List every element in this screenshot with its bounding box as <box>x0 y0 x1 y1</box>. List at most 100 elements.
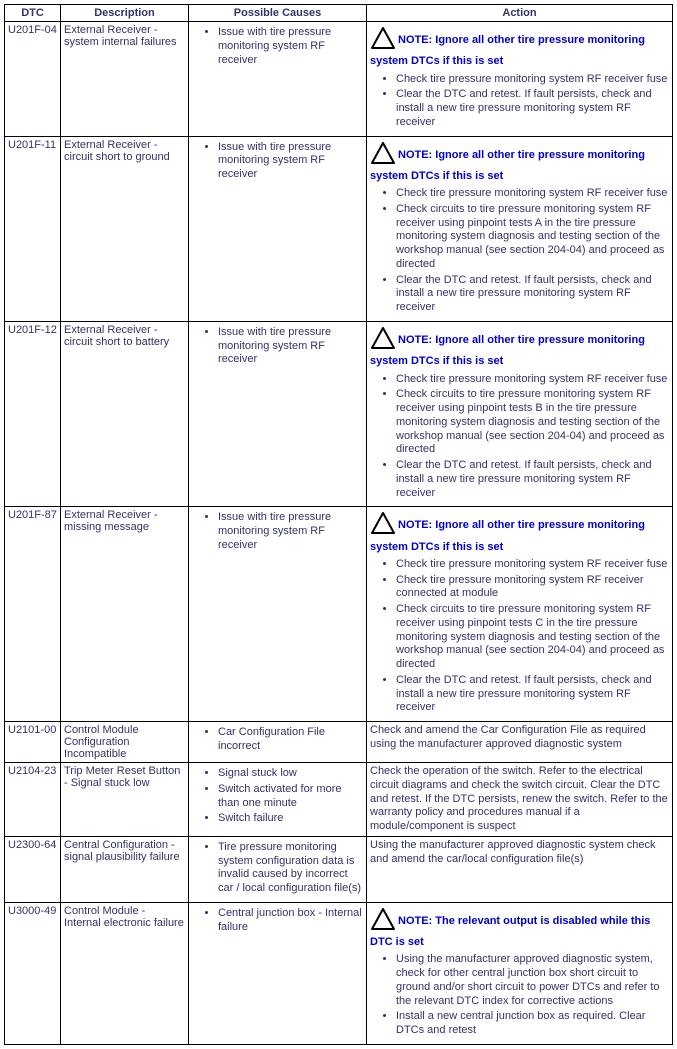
dtc-description: Trip Meter Reset Button - Signal stuck l… <box>61 763 189 837</box>
warning-triangle-icon <box>370 141 396 169</box>
dtc-code: U201F-12 <box>5 321 61 506</box>
cause-item: Issue with tire pressure monitoring syst… <box>218 511 363 552</box>
action-item: Install a new central junction box as re… <box>396 1010 669 1038</box>
header-description: Description <box>61 5 189 22</box>
dtc-description: External Receiver - missing message <box>61 507 189 722</box>
causes-list: Signal stuck low Switch activated for mor… <box>192 767 363 826</box>
note-text: NOTE: Ignore all other tire pressure mon… <box>370 149 645 182</box>
header-row: DTC Description Possible Causes Action <box>5 5 673 22</box>
action-item: Using the manufacturer approved diagnost… <box>396 953 669 1008</box>
dtc-code: U2104-23 <box>5 763 61 837</box>
dtc-description: External Receiver - system internal fail… <box>61 22 189 137</box>
causes-list: Issue with tire pressure monitoring syst… <box>192 511 363 552</box>
note-block: NOTE: Ignore all other tire pressure mon… <box>370 511 669 554</box>
note-block: NOTE: The relevant output is disabled wh… <box>370 907 669 950</box>
action-cell: NOTE: Ignore all other tire pressure mon… <box>367 22 673 137</box>
table-row: U201F-12External Receiver - circuit shor… <box>5 321 673 506</box>
actions-list: Using the manufacturer approved diagnost… <box>370 953 669 1038</box>
possible-causes: Issue with tire pressure monitoring syst… <box>189 507 367 722</box>
cause-item: Switch failure <box>218 812 363 826</box>
causes-list: Car Configuration File incorrect <box>192 726 363 754</box>
dtc-description: External Receiver - circuit short to gro… <box>61 136 189 321</box>
possible-causes: Issue with tire pressure monitoring syst… <box>189 136 367 321</box>
action-cell: Using the manufacturer approved diagnost… <box>367 836 673 902</box>
table-row: U2101-00Control Module Configuration Inc… <box>5 722 673 763</box>
note-text: NOTE: Ignore all other tire pressure mon… <box>370 34 645 67</box>
table-row: U201F-04External Receiver - system inter… <box>5 22 673 137</box>
note-block: NOTE: Ignore all other tire pressure mon… <box>370 326 669 369</box>
dtc-code: U2101-00 <box>5 722 61 763</box>
cause-item: Issue with tire pressure monitoring syst… <box>218 326 363 367</box>
header-action: Action <box>367 5 673 22</box>
warning-triangle-icon <box>370 26 396 54</box>
actions-list: Check tire pressure monitoring system RF… <box>370 187 669 315</box>
dtc-code: U2300-64 <box>5 836 61 902</box>
table-row: U2300-64Central Configuration - signal p… <box>5 836 673 902</box>
warning-triangle-icon <box>370 326 396 354</box>
causes-list: Issue with tire pressure monitoring syst… <box>192 26 363 67</box>
note-text: NOTE: Ignore all other tire pressure mon… <box>370 334 645 367</box>
warning-triangle-icon <box>370 511 396 539</box>
action-item: Check tire pressure monitoring system RF… <box>396 574 669 602</box>
action-item: Check tire pressure monitoring system RF… <box>396 73 669 87</box>
cause-item: Issue with tire pressure monitoring syst… <box>218 26 363 67</box>
warning-triangle-icon <box>370 907 396 935</box>
action-cell: Check the operation of the switch. Refer… <box>367 763 673 837</box>
dtc-code: U201F-11 <box>5 136 61 321</box>
action-cell: NOTE: Ignore all other tire pressure mon… <box>367 136 673 321</box>
action-item: Clear the DTC and retest. If fault persi… <box>396 459 669 500</box>
dtc-table: DTC Description Possible Causes Action U… <box>4 4 673 1045</box>
table-row: U2104-23Trip Meter Reset Button - Signal… <box>5 763 673 837</box>
actions-list: Check tire pressure monitoring system RF… <box>370 73 669 130</box>
causes-list: Central junction box - Internal failure <box>192 907 363 935</box>
cause-item: Central junction box - Internal failure <box>218 907 363 935</box>
causes-list: Issue with tire pressure monitoring syst… <box>192 326 363 367</box>
action-item: Check tire pressure monitoring system RF… <box>396 187 669 201</box>
action-item: Check circuits to tire pressure monitori… <box>396 603 669 672</box>
action-cell: NOTE: Ignore all other tire pressure mon… <box>367 507 673 722</box>
action-item: Clear the DTC and retest. If fault persi… <box>396 674 669 715</box>
cause-item: Signal stuck low <box>218 767 363 781</box>
cause-item: Tire pressure monitoring system configur… <box>218 841 363 896</box>
header-causes: Possible Causes <box>189 5 367 22</box>
dtc-description: Central Configuration - signal plausibil… <box>61 836 189 902</box>
note-block: NOTE: Ignore all other tire pressure mon… <box>370 141 669 184</box>
action-text: Check the operation of the switch. Refer… <box>370 765 669 834</box>
dtc-code: U3000-49 <box>5 902 61 1044</box>
cause-item: Car Configuration File incorrect <box>218 726 363 754</box>
header-dtc: DTC <box>5 5 61 22</box>
causes-list: Tire pressure monitoring system configur… <box>192 841 363 896</box>
action-text: Using the manufacturer approved diagnost… <box>370 839 669 867</box>
dtc-code: U201F-87 <box>5 507 61 722</box>
note-text: NOTE: Ignore all other tire pressure mon… <box>370 519 645 552</box>
action-cell: NOTE: The relevant output is disabled wh… <box>367 902 673 1044</box>
action-item: Check tire pressure monitoring system RF… <box>396 373 669 387</box>
possible-causes: Issue with tire pressure monitoring syst… <box>189 321 367 506</box>
note-text: NOTE: The relevant output is disabled wh… <box>370 915 650 948</box>
action-item: Clear the DTC and retest. If fault persi… <box>396 274 669 315</box>
causes-list: Issue with tire pressure monitoring syst… <box>192 141 363 182</box>
action-cell: Check and amend the Car Configuration Fi… <box>367 722 673 763</box>
dtc-description: Control Module Configuration Incompatibl… <box>61 722 189 763</box>
possible-causes: Central junction box - Internal failure <box>189 902 367 1044</box>
cause-item: Issue with tire pressure monitoring syst… <box>218 141 363 182</box>
action-item: Check circuits to tire pressure monitori… <box>396 388 669 457</box>
dtc-description: External Receiver - circuit short to bat… <box>61 321 189 506</box>
possible-causes: Issue with tire pressure monitoring syst… <box>189 22 367 137</box>
note-block: NOTE: Ignore all other tire pressure mon… <box>370 26 669 69</box>
dtc-description: Control Module - Internal electronic fai… <box>61 902 189 1044</box>
table-row: U201F-11External Receiver - circuit shor… <box>5 136 673 321</box>
dtc-code: U201F-04 <box>5 22 61 137</box>
action-item: Clear the DTC and retest. If fault persi… <box>396 88 669 129</box>
action-item: Check circuits to tire pressure monitori… <box>396 203 669 272</box>
action-cell: NOTE: Ignore all other tire pressure mon… <box>367 321 673 506</box>
table-row: U3000-49Control Module - Internal electr… <box>5 902 673 1044</box>
actions-list: Check tire pressure monitoring system RF… <box>370 373 669 501</box>
possible-causes: Tire pressure monitoring system configur… <box>189 836 367 902</box>
action-text: Check and amend the Car Configuration Fi… <box>370 724 669 752</box>
actions-list: Check tire pressure monitoring system RF… <box>370 558 669 715</box>
table-row: U201F-87External Receiver - missing mess… <box>5 507 673 722</box>
possible-causes: Car Configuration File incorrect <box>189 722 367 763</box>
cause-item: Switch activated for more than one minut… <box>218 783 363 811</box>
action-item: Check tire pressure monitoring system RF… <box>396 558 669 572</box>
